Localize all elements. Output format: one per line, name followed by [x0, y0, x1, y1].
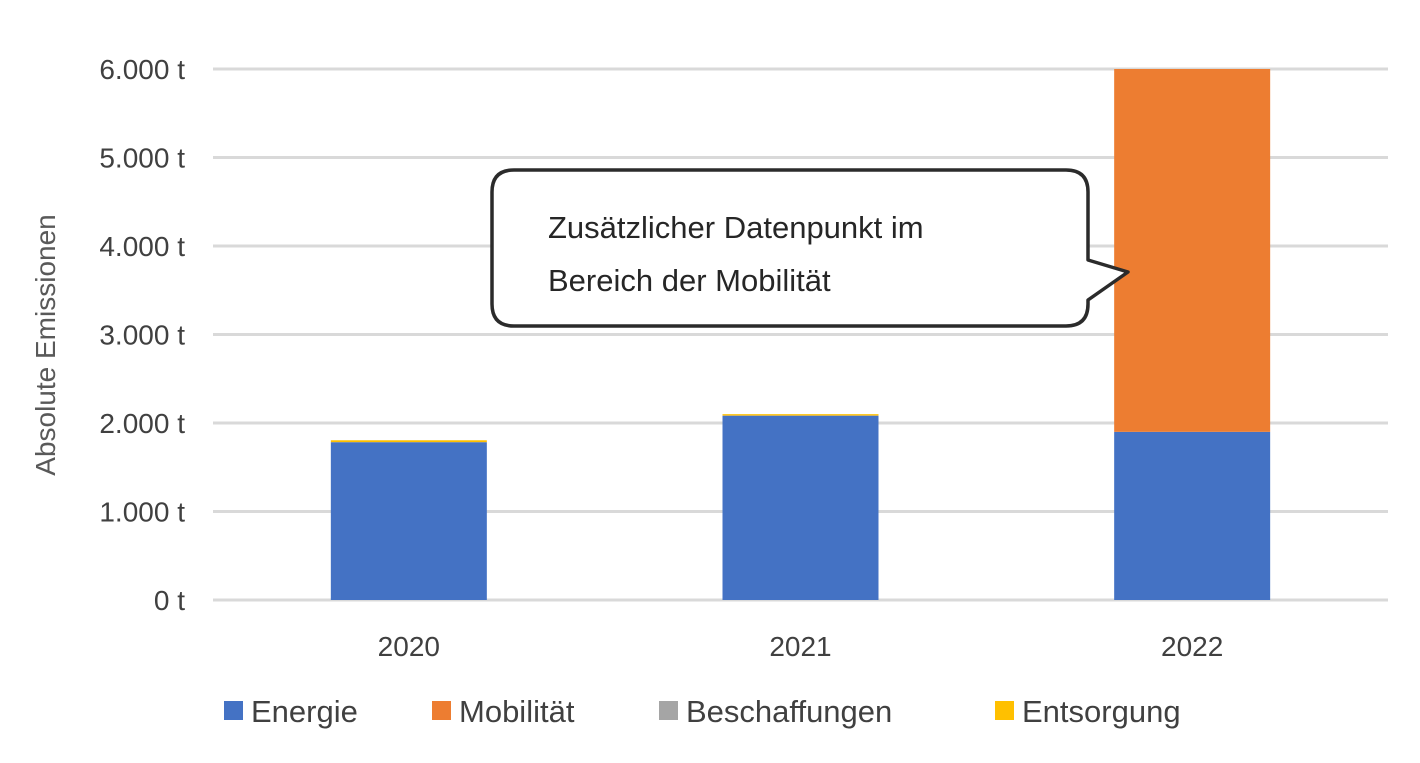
callout-bubble — [490, 168, 1130, 328]
y-axis-tick-labels: 0 t 1.000 t 2.000 t 3.000 t 4.000 t 5.000 t 6.… — [99, 54, 185, 616]
bar-segment — [722, 414, 879, 416]
bar-segment — [722, 415, 879, 416]
y-tick-label: 5.000 t — [99, 143, 185, 174]
legend-label: Mobilität — [459, 694, 575, 729]
x-tick-label: 2021 — [769, 631, 831, 662]
legend-label: Beschaffungen — [686, 694, 892, 729]
x-axis-tick-labels: 2020 2021 2022 — [378, 631, 1224, 662]
y-tick-label: 1.000 t — [99, 497, 185, 528]
bars — [330, 69, 1271, 600]
x-tick-label: 2020 — [378, 631, 440, 662]
callout-line-2: Bereich der Mobilität — [548, 263, 831, 298]
y-tick-label: 4.000 t — [99, 231, 185, 262]
legend-swatch — [659, 701, 678, 720]
legend-swatch — [432, 701, 451, 720]
y-tick-label: 6.000 t — [99, 54, 185, 85]
y-tick-label: 2.000 t — [99, 408, 185, 439]
x-tick-label: 2022 — [1161, 631, 1223, 662]
y-tick-label: 3.000 t — [99, 320, 185, 351]
y-axis-title: Absolute Emissionen — [30, 214, 61, 475]
bar-segment — [330, 442, 487, 600]
bar-segment — [330, 440, 487, 443]
annotation-callout: Zusätzlicher Datenpunkt im Bereich der M… — [490, 168, 1130, 328]
legend: Energie Mobilität Beschaffungen Entsorgung — [224, 694, 1181, 729]
bar-segment — [330, 442, 487, 443]
legend-swatch — [224, 701, 243, 720]
legend-label: Entsorgung — [1022, 694, 1181, 729]
bar-segment — [1114, 431, 1271, 600]
bar-segment — [722, 415, 879, 600]
legend-swatch — [995, 701, 1014, 720]
y-tick-label: 0 t — [154, 585, 185, 616]
callout-line-1: Zusätzlicher Datenpunkt im — [548, 210, 924, 245]
bar-segment — [1114, 69, 1271, 432]
legend-label: Energie — [251, 694, 358, 729]
